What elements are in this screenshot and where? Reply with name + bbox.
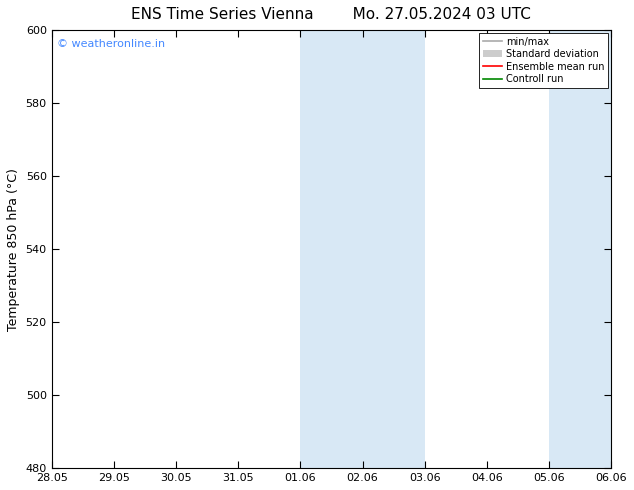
Bar [549,30,611,468]
Y-axis label: Temperature 850 hPa (°C): Temperature 850 hPa (°C) [7,168,20,331]
Bar [301,30,425,468]
Title: ENS Time Series Vienna        Mo. 27.05.2024 03 UTC: ENS Time Series Vienna Mo. 27.05.2024 03… [131,7,531,22]
Text: © weatheronline.in: © weatheronline.in [57,39,165,49]
Legend: min/max, Standard deviation, Ensemble mean run, Controll run: min/max, Standard deviation, Ensemble me… [479,33,609,88]
